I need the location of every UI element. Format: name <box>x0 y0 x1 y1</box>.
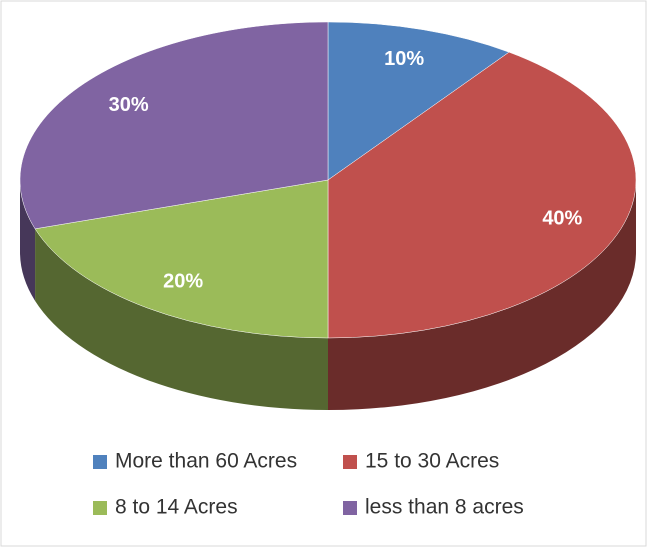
legend-swatch <box>93 455 107 469</box>
legend-label: 8 to 14 Acres <box>115 496 238 519</box>
legend-label: 15 to 30 Acres <box>365 450 499 473</box>
legend-label: More than 60 Acres <box>115 450 297 473</box>
pie-side <box>328 180 636 410</box>
data-label: 20% <box>163 271 203 293</box>
pie-side <box>20 180 36 301</box>
legend-swatch <box>343 501 357 515</box>
legend-swatch <box>93 501 107 515</box>
pie-slice <box>34 179 329 339</box>
legend-label: less than 8 acres <box>365 496 524 519</box>
data-label: 10% <box>384 48 424 70</box>
data-label: 30% <box>109 94 149 116</box>
legend-swatch <box>343 455 357 469</box>
pie-slice <box>327 51 637 339</box>
pie-slice <box>19 21 329 230</box>
pie-slice <box>327 21 510 181</box>
pie-side <box>35 228 329 410</box>
data-label: 40% <box>542 207 582 229</box>
